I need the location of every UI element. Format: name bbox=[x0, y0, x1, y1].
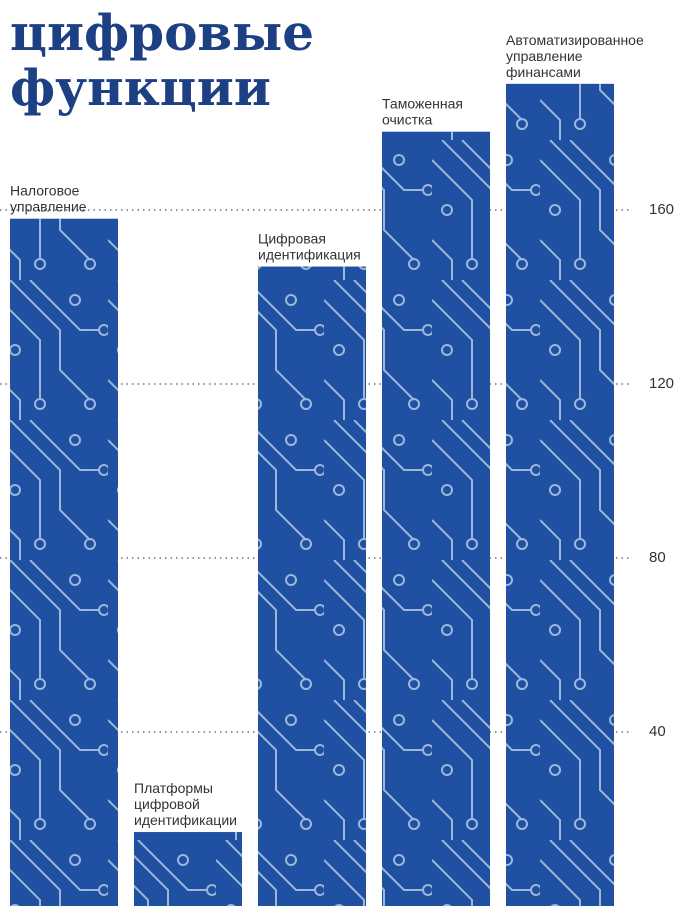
bar-label: Цифровая bbox=[258, 231, 326, 247]
bar-label: Налоговое bbox=[10, 183, 80, 199]
bar-label: идентификация bbox=[258, 247, 361, 263]
bar-label: управление bbox=[506, 48, 583, 64]
y-tick-label: 80 bbox=[649, 549, 666, 566]
bar-texture bbox=[258, 266, 366, 906]
bar-texture bbox=[506, 83, 614, 907]
bar-label: идентификации bbox=[134, 812, 237, 828]
bar-label: цифровой bbox=[134, 796, 200, 812]
bars: НалоговоеуправлениеПлатформыцифровойиден… bbox=[10, 32, 644, 907]
chart-title: цифровые bbox=[10, 3, 314, 62]
bar-label: финансами bbox=[506, 64, 581, 80]
bar-label: Платформы bbox=[134, 780, 213, 796]
bar-label: Таможенная bbox=[382, 96, 463, 112]
chart-title: функции bbox=[10, 58, 271, 117]
y-tick-label: 120 bbox=[649, 375, 674, 392]
bar-texture bbox=[134, 832, 242, 906]
bar-texture bbox=[382, 131, 490, 906]
y-tick-label: 40 bbox=[649, 723, 666, 740]
bar-label: очистка bbox=[382, 112, 432, 128]
bar-label: управление bbox=[10, 199, 87, 215]
bar-texture bbox=[10, 218, 118, 906]
bar-label: Автоматизированное bbox=[506, 32, 644, 48]
y-tick-label: 160 bbox=[649, 201, 674, 218]
